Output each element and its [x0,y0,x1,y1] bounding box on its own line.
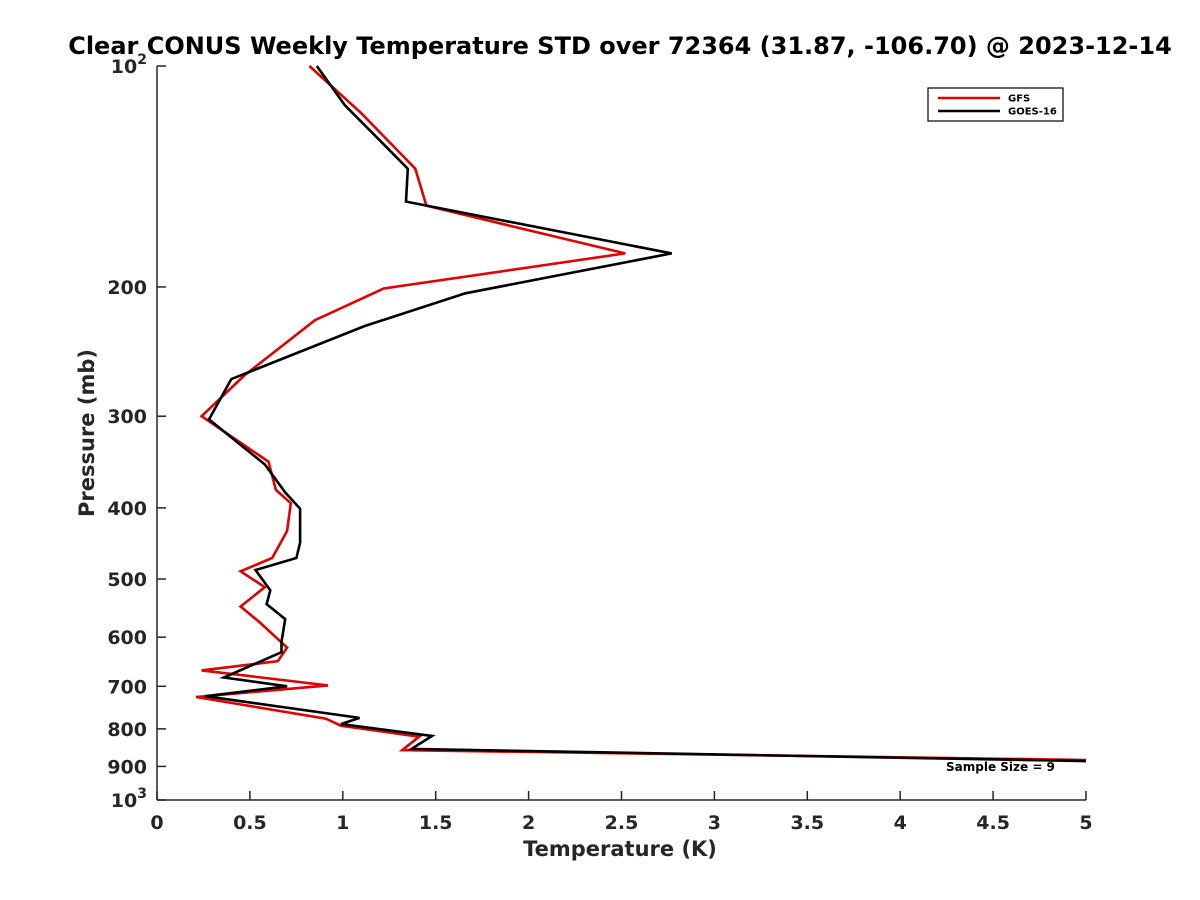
sample-size-annotation: Sample Size = 9 [946,760,1055,774]
axes [156,66,1086,801]
y-tick-label: 102 [111,52,147,78]
x-tick-label: 2 [522,812,535,834]
y-tick-label: 103 [111,786,147,812]
y-tick-label: 500 [107,569,147,591]
y-tick-label: 900 [107,756,147,778]
legend: GFS GOES-16 [927,87,1064,122]
x-tick-label: 1 [336,812,349,834]
series-layer [195,65,1087,763]
y-tick-label: 600 [107,627,147,649]
y-axis-ticks: 102 200 300 400 500 600 700 800 900 103 [107,52,166,812]
series-line-gfs [195,65,1087,762]
legend-label-gfs: GFS [1008,94,1030,105]
x-axis-ticks: 0 0.5 1 1.5 2 2.5 3 3.5 4 4.5 5 [150,791,1093,834]
y-tick-label: 200 [107,277,147,299]
y-tick-label: 300 [107,406,147,428]
x-tick-label: 3.5 [790,812,824,834]
x-tick-label: 0.5 [233,812,267,834]
x-tick-label: 5 [1079,812,1092,834]
x-tick-label: 3 [708,812,721,834]
x-tick-label: 1.5 [419,812,453,834]
legend-label-goes-16: GOES-16 [1008,107,1057,118]
x-tick-label: 4 [894,812,907,834]
chart-title: Clear CONUS Weekly Temperature STD over … [68,32,1172,60]
x-axis-label: Temperature (K) [523,837,717,861]
y-tick-label: 700 [107,676,147,698]
x-tick-label: 2.5 [605,812,639,834]
legend-box [927,87,1064,122]
y-tick-label: 800 [107,719,147,741]
series-line-goes-16 [205,65,1087,763]
x-tick-label: 0 [150,812,163,834]
y-tick-label: 400 [107,498,147,520]
x-tick-label: 4.5 [976,812,1010,834]
y-axis-label: Pressure (mb) [75,349,99,517]
